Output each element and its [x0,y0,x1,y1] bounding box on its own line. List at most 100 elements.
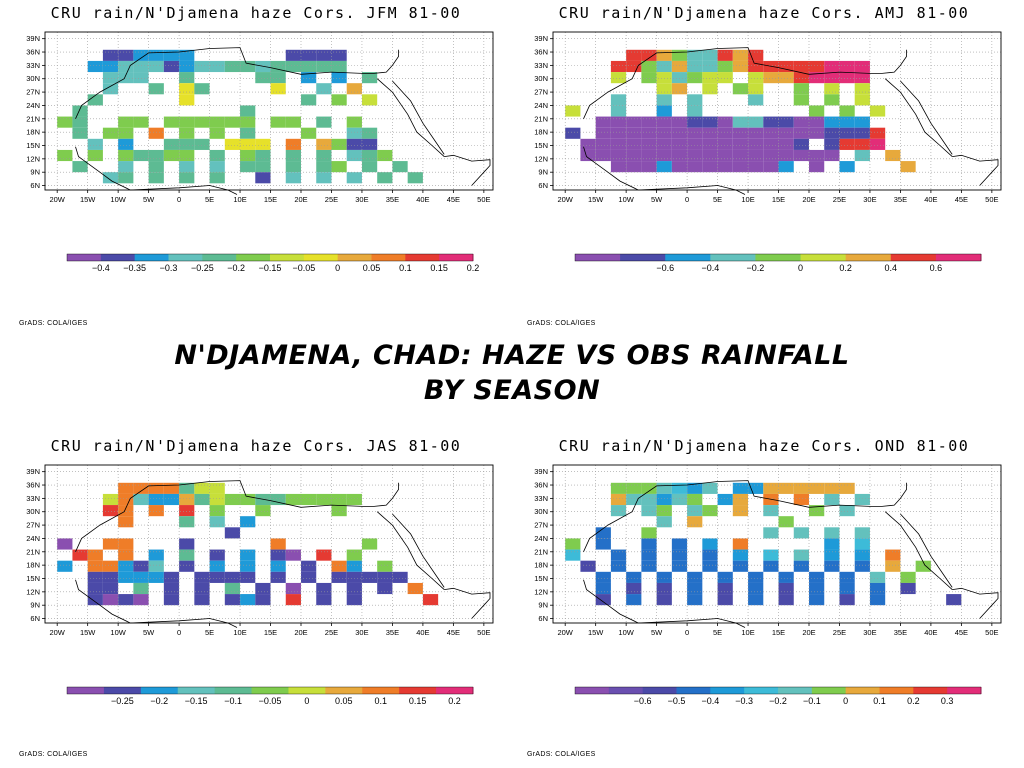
x-tick-label: 15E [772,628,785,637]
heatmap-cell [240,105,256,117]
x-tick-label: 45E [447,195,460,204]
x-tick-label: 25E [833,195,846,204]
heatmap-cell [331,138,347,150]
x-tick-label: 15E [772,195,785,204]
heatmap-cell [407,172,423,184]
heatmap-cell [118,482,134,494]
heatmap-cell [687,505,703,517]
heatmap-cell [610,116,627,128]
heatmap-cell [224,138,241,150]
x-tick-label: 45E [447,628,460,637]
heatmap-cell [748,94,764,106]
x-tick-label: 50E [477,628,490,637]
y-tick-label: 30N [26,507,40,516]
heatmap-cell [118,161,134,173]
heatmap-cell [163,571,180,583]
slide-title-line1: N'Djamena, Chad: Haze vs Obs Rainfall [174,340,850,371]
grads-footer: GrADS: COLA/IGES [527,320,596,327]
heatmap-cell [839,594,855,606]
colorbar-swatch [845,254,892,261]
plot-frame [44,31,494,191]
heatmap-cell [626,482,642,494]
y-tick-label: 18N [26,561,40,570]
colorbar-label: −0.6 [656,263,674,273]
heatmap-cell [163,149,180,162]
heatmap-cell [793,549,809,561]
heatmap-cell [118,516,134,528]
heatmap-cell [194,60,210,73]
heatmap-cell [900,582,916,595]
heatmap-cell [361,161,378,173]
y-tick-label: 15N [534,574,548,583]
heatmap-cell [778,594,794,606]
heatmap-cell [717,582,733,595]
x-tick-label: 20E [294,628,307,637]
heatmap-cell [346,560,362,572]
heatmap-cell [270,493,286,506]
heatmap-cell [361,127,378,139]
colorbar-label: −0.3 [735,696,753,706]
heatmap-cell [148,493,164,506]
heatmap-cell [717,60,733,73]
heatmap-cell [194,482,210,494]
heatmap-cell [671,83,688,95]
heatmap-cell [179,516,195,528]
colorbar-swatch [399,687,437,694]
heatmap-cell [595,594,611,606]
heatmap-cell [179,149,195,162]
heatmap-cell [194,83,210,95]
heatmap-cell [748,116,764,128]
panel-title: CRU rain/N'Djamena haze Cors. JFM 81-00 [50,4,462,22]
heatmap-cell [641,560,657,572]
heatmap-cell [301,49,317,61]
heatmap-cell [148,549,164,561]
colorbar-label: 0.05 [363,263,381,273]
heatmap-cell [133,60,149,73]
heatmap-cell [778,482,794,494]
heatmap-cell [869,127,886,139]
heatmap-cell [885,149,901,162]
heatmap-cell [118,549,134,561]
heatmap-cell [656,49,672,61]
heatmap-cell [824,549,840,561]
y-tick-label: 6N [538,614,548,623]
plot-frame [552,464,1002,624]
heatmap-cell [331,560,347,572]
heatmap-cell [270,72,286,84]
heatmap-cell [687,127,703,139]
y-tick-label: 21N [26,114,40,123]
heatmap-cell [839,72,855,84]
colorbar-swatch [608,687,644,694]
heatmap-cell [57,538,73,550]
heatmap-cell [255,161,271,173]
heatmap-cell [824,116,840,128]
heatmap-cell [102,560,119,572]
y-tick-label: 36N [534,481,548,490]
heatmap-cell [118,72,134,84]
heatmap-cell [377,149,393,162]
colorbar-swatch [337,254,372,261]
heatmap-cell [717,161,733,173]
heatmap-cell [671,560,688,572]
heatmap-cell [641,49,657,61]
heatmap-cell [87,149,103,162]
heatmap-cell [717,493,733,506]
heatmap-cell [209,571,225,583]
heatmap-cell [641,505,657,517]
y-tick-label: 27N [26,88,40,97]
coastline [376,78,445,157]
heatmap-cell [194,571,210,583]
heatmap-cell [702,149,718,162]
coastline [75,579,238,628]
heatmap-cell [179,72,195,84]
heatmap-cell [702,83,718,95]
colorbar-label: −0.05 [259,696,282,706]
heatmap-cell [626,116,642,128]
heatmap-cell [732,60,749,73]
heatmap-cell [179,161,195,173]
heatmap-cell [702,482,718,494]
y-tick-label: 30N [534,507,548,516]
heatmap-cell [702,60,718,73]
heatmap-cell [346,127,362,139]
y-tick-label: 18N [534,128,548,137]
